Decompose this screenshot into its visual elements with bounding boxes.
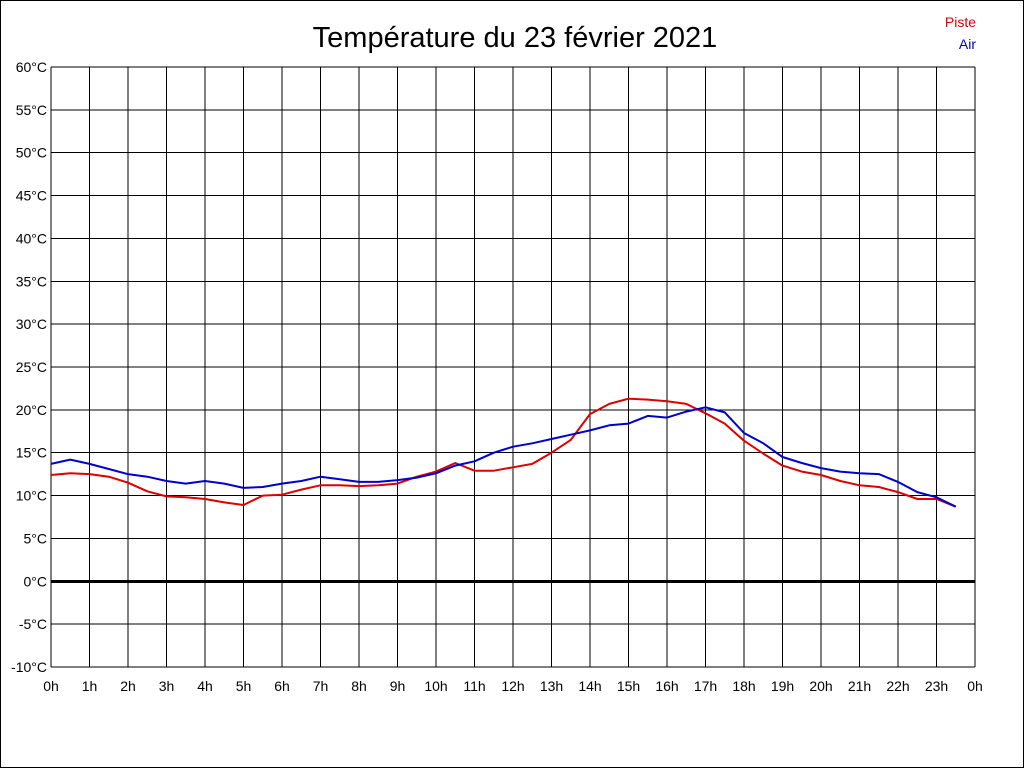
x-tick-label: 14h <box>578 678 601 694</box>
x-tick-label: 22h <box>886 678 909 694</box>
x-tick-label: 1h <box>82 678 98 694</box>
x-tick-label: 11h <box>463 678 485 694</box>
series-line-air <box>50 406 957 508</box>
y-tick-label: 55°C <box>16 102 47 118</box>
x-tick-label: 12h <box>501 678 524 694</box>
x-tick-label: 0h <box>967 678 983 694</box>
x-tick-label: 0h <box>43 678 59 694</box>
y-tick-label: 30°C <box>16 316 47 332</box>
legend-entry-piste: Piste <box>945 14 976 30</box>
y-tick-label: 60°C <box>16 59 47 75</box>
y-tick-label: 5°C <box>24 530 48 546</box>
y-tick-label: 50°C <box>16 145 47 161</box>
x-tick-label: 18h <box>732 678 755 694</box>
x-tick-label: 7h <box>313 678 329 694</box>
x-tick-label: 20h <box>809 678 832 694</box>
y-tick-label: 25°C <box>16 359 47 375</box>
chart-grid <box>50 66 976 668</box>
x-tick-label: 2h <box>120 678 136 694</box>
x-tick-label: 6h <box>274 678 290 694</box>
x-tick-label: 15h <box>617 678 640 694</box>
y-tick-label: -5°C <box>19 616 47 632</box>
chart-series <box>50 397 957 508</box>
x-tick-label: 10h <box>424 678 447 694</box>
y-tick-label: 45°C <box>16 188 47 204</box>
y-tick-label: 20°C <box>16 402 47 418</box>
x-tick-label: 21h <box>848 678 871 694</box>
y-tick-label: 10°C <box>16 488 47 504</box>
y-tick-label: 35°C <box>16 273 47 289</box>
x-tick-label: 9h <box>390 678 406 694</box>
chart-legend: Piste Air <box>945 14 976 52</box>
y-tick-label: 40°C <box>16 230 47 246</box>
x-tick-label: 23h <box>925 678 948 694</box>
x-tick-label: 5h <box>236 678 252 694</box>
y-tick-label: 0°C <box>24 573 48 589</box>
x-tick-label: 16h <box>655 678 678 694</box>
y-tick-label: -10°C <box>11 659 47 675</box>
y-tick-label: 15°C <box>16 445 47 461</box>
legend-entry-air: Air <box>959 36 976 52</box>
x-tick-label: 3h <box>159 678 175 694</box>
series-line-piste <box>50 397 957 508</box>
x-axis-ticks: 0h 1h 2h 3h 4h 5h 6h 7h 8h 9h 10h 11h 12h 13h 14h 15h 16… <box>43 678 983 694</box>
x-tick-label: 13h <box>540 678 563 694</box>
chart-title: Température du 23 février 2021 <box>313 22 718 54</box>
x-tick-label: 17h <box>694 678 717 694</box>
x-tick-label: 19h <box>771 678 794 694</box>
y-axis-ticks: 60°C 55°C 50°C 45°C 40°C 35°C 30°C 25°C 20°C 15°C… <box>11 59 47 675</box>
x-tick-label: 4h <box>197 678 213 694</box>
x-tick-label: 8h <box>351 678 367 694</box>
